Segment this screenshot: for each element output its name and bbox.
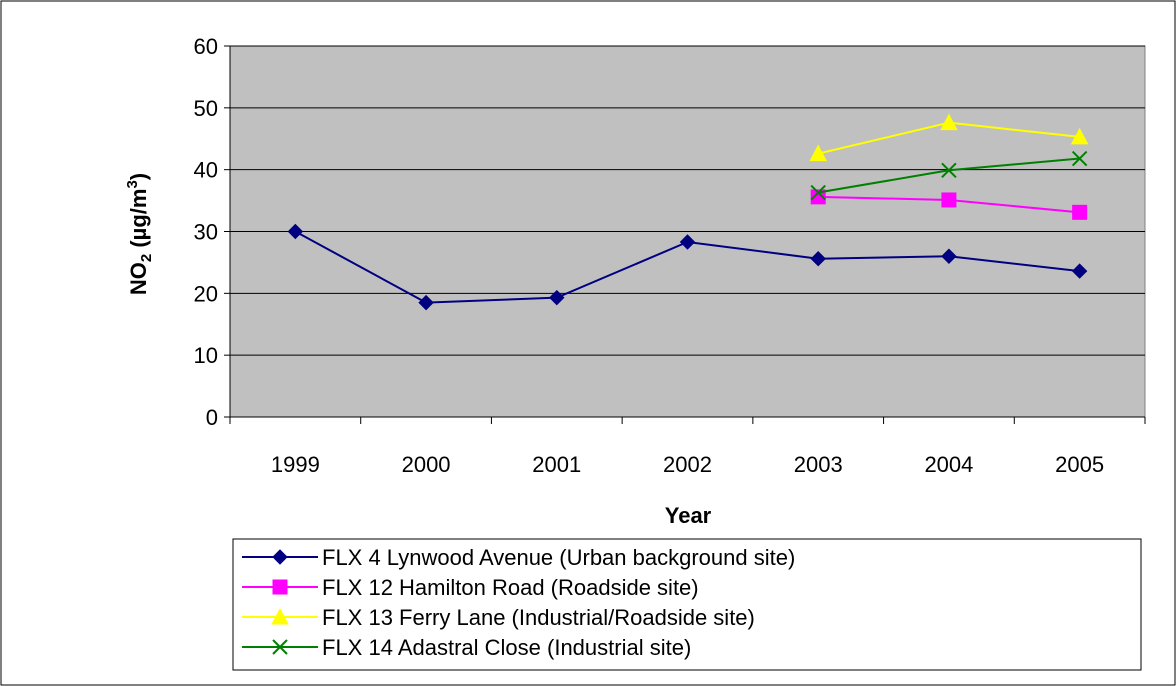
x-tick-label: 2002 <box>663 452 712 477</box>
x-tick-label: 2001 <box>532 452 581 477</box>
y-tick-label: 60 <box>194 34 218 59</box>
legend-marker <box>272 639 288 655</box>
data-point <box>1071 150 1088 167</box>
legend-entry: FLX 14 Adastral Close (Industrial site) <box>242 635 691 660</box>
data-point <box>941 248 957 264</box>
legend-marker <box>271 607 289 625</box>
series-3 <box>809 113 1089 162</box>
x-tick-label: 2003 <box>794 452 843 477</box>
data-point <box>810 189 826 205</box>
legend-label: FLX 13 Ferry Lane (Industrial/Roadside s… <box>322 605 755 630</box>
data-point <box>1072 204 1088 220</box>
legend-marker <box>272 549 288 565</box>
y-tick-label: 0 <box>206 405 218 430</box>
data-point <box>1070 127 1089 145</box>
legend-box <box>232 538 1142 671</box>
y-tick-label: 40 <box>194 158 218 183</box>
y-axis-title: NO2 (µg/m3) <box>124 173 155 295</box>
y-tick-label: 50 <box>194 96 218 121</box>
data-point <box>679 234 696 250</box>
data-point <box>940 113 958 131</box>
data-point <box>1071 263 1088 279</box>
data-point <box>810 250 826 267</box>
data-point <box>418 294 434 311</box>
y-axis-title-prefix: NO <box>126 262 151 295</box>
data-point <box>809 144 828 162</box>
legend-marker <box>272 579 288 595</box>
series-1 <box>287 223 1088 311</box>
data-point <box>810 184 826 201</box>
y-axis-title-superscript: 3 <box>124 180 141 188</box>
legend-entry: FLX 12 Hamilton Road (Roadside site) <box>242 575 699 600</box>
axes: 0 10 20 30 40 50 60 1999 2000 2001 2002 2003 2004 200… <box>194 34 1146 477</box>
legend-label: FLX 14 Adastral Close (Industrial site) <box>322 635 691 660</box>
y-tick-label: 30 <box>194 220 218 245</box>
series-group <box>287 113 1089 311</box>
data-point <box>941 192 957 208</box>
legend: FLX 4 Lynwood Avenue (Urban background s… <box>242 545 795 660</box>
legend-label: FLX 4 Lynwood Avenue (Urban background s… <box>322 545 795 570</box>
y-tick-label: 20 <box>194 281 218 306</box>
y-axis-title-suffix: ) <box>126 173 151 180</box>
legend-entry: FLX 4 Lynwood Avenue (Urban background s… <box>242 545 795 570</box>
data-point <box>287 223 304 240</box>
x-tick-label: 2000 <box>402 452 451 477</box>
legend-entry: FLX 13 Ferry Lane (Industrial/Roadside s… <box>242 605 755 630</box>
legend-label: FLX 12 Hamilton Road (Roadside site) <box>322 575 699 600</box>
y-axis-title-subscript: 2 <box>138 254 155 262</box>
data-point <box>941 162 957 178</box>
x-tick-label: 1999 <box>271 452 320 477</box>
plot-area <box>229 45 1146 418</box>
data-point <box>549 289 565 306</box>
x-tick-label: 2004 <box>924 452 973 477</box>
series-4 <box>810 150 1088 201</box>
x-axis-title: Year <box>665 503 712 528</box>
x-tick-label: 2005 <box>1055 452 1104 477</box>
y-tick-label: 10 <box>194 343 218 368</box>
y-axis-title-middle: (µg/m <box>126 189 151 254</box>
series-2 <box>810 189 1088 220</box>
